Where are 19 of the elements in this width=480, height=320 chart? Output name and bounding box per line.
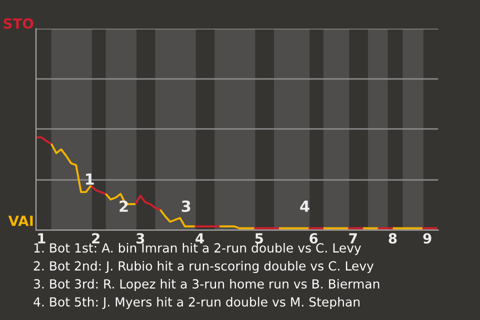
text: 2. Bot 2nd: J. Rubio hit a run-scoring double vs C. Levy xyxy=(34,260,374,274)
x-tick-label: 9 xyxy=(423,233,432,244)
text: STO xyxy=(4,18,34,29)
text: 3. Bot 3rd: R. Lopez hit a 3-run home run vs B. Bierman xyxy=(34,278,380,292)
x-tick-label: 2 xyxy=(92,233,100,244)
x-tick-label: 8 xyxy=(388,233,397,244)
x-tick-label: 6 xyxy=(310,233,318,244)
annotation: 1 xyxy=(86,173,94,185)
x-tick-label: 7 xyxy=(349,233,357,244)
annotation: 4 xyxy=(300,200,310,212)
x-tick-label: 1 xyxy=(38,233,46,244)
x-tick-label: 5 xyxy=(255,233,263,244)
text: VAI xyxy=(8,216,33,226)
text: 4. Bot 5th: J. Myers hit a 2-run double vs M. Stephan xyxy=(34,296,360,310)
x-tick-label: 3 xyxy=(136,233,144,244)
annotation: 2 xyxy=(120,200,128,212)
text: 1. Bot 1st: A. bin Imran hit a 2-run double vs C. Levy xyxy=(34,242,362,256)
x-tick-label: 4 xyxy=(196,233,204,244)
annotation: 3 xyxy=(182,200,190,212)
